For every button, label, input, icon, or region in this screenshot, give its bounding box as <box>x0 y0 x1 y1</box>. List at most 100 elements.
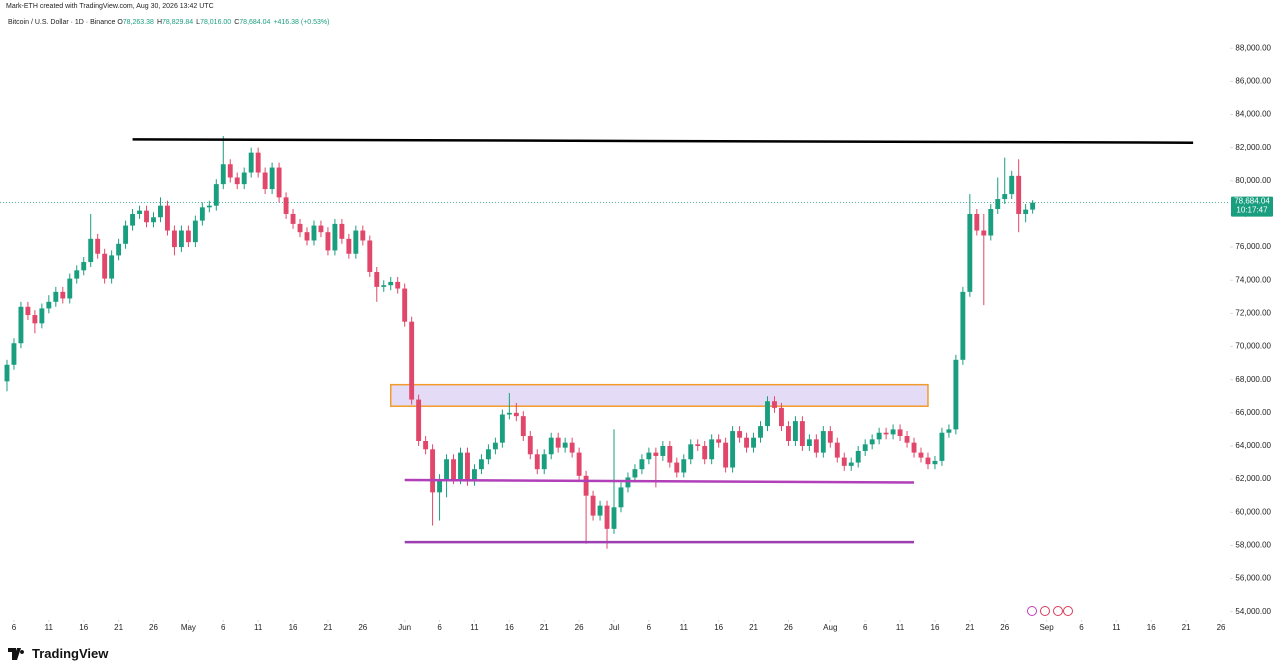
y-tick-label: 82,000.00 <box>1235 143 1271 152</box>
candle-body <box>967 213 973 292</box>
icon <box>1063 606 1073 616</box>
candle-body <box>618 487 624 508</box>
candle-body <box>67 278 73 299</box>
x-tick-label: May <box>181 623 196 632</box>
x-tick-label: 26 <box>784 623 793 632</box>
ohlc-letter: C <box>234 19 240 26</box>
candle-body <box>688 444 694 460</box>
candle-body <box>758 426 763 438</box>
candle-body <box>779 407 784 427</box>
candle-body <box>876 432 882 440</box>
x-tick-label: 11 <box>1112 623 1121 632</box>
candle-body <box>276 167 282 198</box>
y-tick-label: 84,000.00 <box>1235 110 1271 119</box>
candle-body <box>646 452 652 460</box>
candle-body <box>109 255 115 279</box>
candle-body <box>318 225 324 233</box>
footer: TradingView <box>8 646 108 661</box>
candle-body <box>185 230 191 243</box>
zone-box <box>389 383 929 407</box>
candle-body <box>583 475 589 496</box>
x-tick-label: 11 <box>45 623 54 632</box>
candle-body <box>304 232 310 241</box>
ohlc-value: 78,684.04 <box>239 19 271 26</box>
candle-body <box>911 442 917 453</box>
x-tick-label: 11 <box>680 623 689 632</box>
candle-body <box>151 217 156 223</box>
candle-body <box>485 449 491 460</box>
candle-body <box>1016 175 1022 214</box>
candle-body <box>395 281 401 289</box>
candle-body <box>918 452 924 458</box>
x-tick-label: 21 <box>540 623 549 632</box>
x-tick-label: 21 <box>323 623 332 632</box>
y-tick-label: 72,000.00 <box>1235 309 1271 318</box>
candle-body <box>995 199 1001 209</box>
candle-body <box>130 213 136 226</box>
ohlc-letter: O <box>117 19 123 26</box>
y-tick-label: 60,000.00 <box>1235 507 1271 516</box>
candle-body <box>269 167 275 190</box>
candle-body <box>283 197 289 214</box>
candle-body <box>772 401 777 408</box>
candle-body <box>785 426 791 442</box>
price-tag-label: 78,684.04 <box>1234 197 1270 206</box>
candle-body <box>374 271 380 287</box>
candle-body <box>667 445 673 463</box>
candle-body <box>346 238 352 254</box>
candle-body <box>506 412 512 415</box>
symbol-title: Bitcoin / U.S. Dollar · 1D · Binance <box>8 19 116 26</box>
icon <box>1027 606 1037 616</box>
ohlc-value: 78,829.84 <box>162 19 194 26</box>
event-icons <box>1027 606 1073 616</box>
x-tick-label: 21 <box>1182 623 1191 632</box>
candle-body <box>171 230 177 248</box>
y-tick-label: 80,000.00 <box>1235 176 1271 185</box>
brand: TradingView <box>32 646 109 661</box>
candle-body <box>39 308 45 324</box>
candle-body <box>799 421 805 446</box>
attribution: Mark-ETH created with TradingView.com, A… <box>6 3 214 10</box>
candle-body <box>848 462 854 466</box>
candle-body <box>423 441 429 450</box>
candle-body <box>792 421 798 442</box>
y-tick-label: 76,000.00 <box>1235 242 1271 251</box>
candle-body <box>451 459 456 480</box>
candle-body <box>360 230 366 241</box>
x-tick-label: 26 <box>149 623 158 632</box>
candle-body <box>32 315 38 324</box>
icon <box>1040 606 1050 616</box>
x-tick-label: 6 <box>863 623 868 632</box>
candle-body <box>206 205 212 208</box>
candle-body <box>255 152 261 173</box>
candle-body <box>590 495 596 516</box>
candle-body <box>290 213 296 224</box>
candle-body <box>855 450 861 463</box>
logo <box>8 647 25 660</box>
candle-body <box>353 230 359 254</box>
candle-body <box>953 359 959 430</box>
candle-body <box>576 452 582 476</box>
change: +416.38 (+0.53%) <box>273 19 330 26</box>
candle-body <box>262 172 268 190</box>
candle-body <box>416 399 422 442</box>
x-tick-label: 26 <box>1217 623 1226 632</box>
candle-body <box>520 416 526 437</box>
candle-body <box>1009 175 1015 195</box>
candle-body <box>960 291 966 360</box>
candle-body <box>311 225 317 241</box>
candle-body <box>248 152 254 173</box>
candle-body <box>827 431 833 443</box>
candle-body <box>527 436 533 455</box>
x-tick-label: 16 <box>1147 623 1156 632</box>
candle-body <box>437 479 443 493</box>
candle-body <box>744 437 750 448</box>
candle-body <box>192 220 198 243</box>
trend-line <box>132 138 1194 144</box>
x-tick-label: 6 <box>1079 623 1084 632</box>
x-tick-label: 6 <box>647 623 652 632</box>
candle-body <box>890 429 896 435</box>
candle-body <box>213 184 219 206</box>
candle-body <box>339 223 345 239</box>
